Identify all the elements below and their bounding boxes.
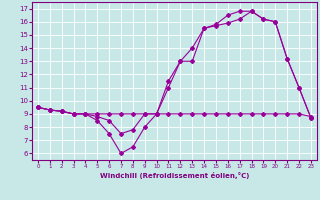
- X-axis label: Windchill (Refroidissement éolien,°C): Windchill (Refroidissement éolien,°C): [100, 172, 249, 179]
